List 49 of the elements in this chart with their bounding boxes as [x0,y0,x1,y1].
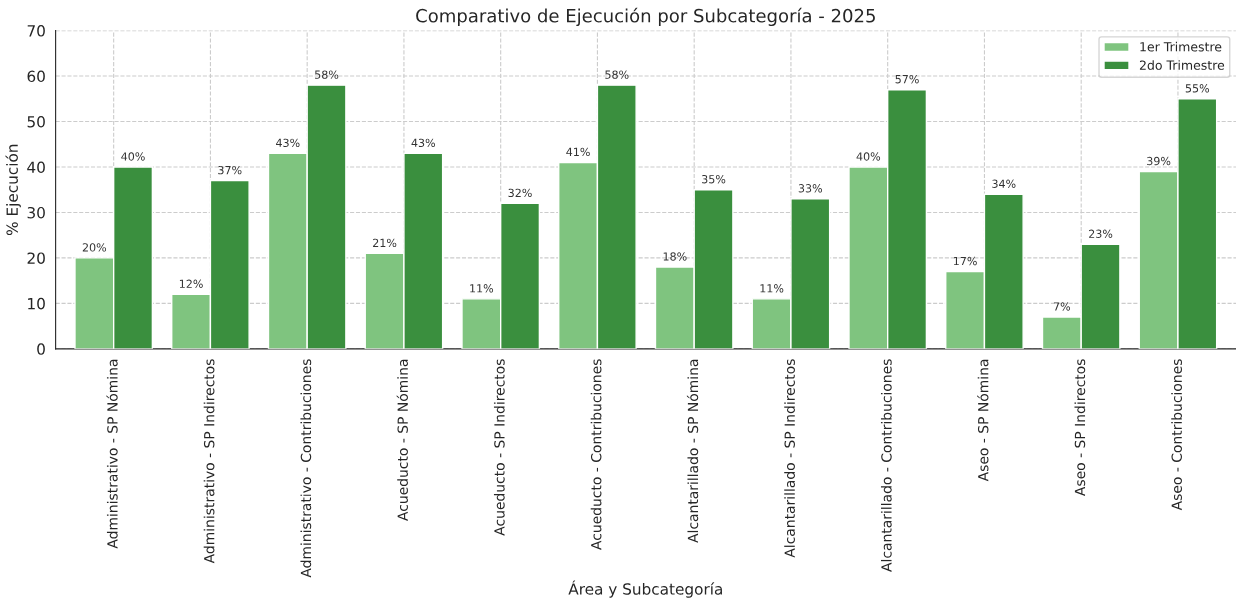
data-label: 58% [605,70,629,79]
data-label: 23% [1089,229,1113,238]
data-label: 37% [218,165,242,175]
data-label: 11% [760,284,784,293]
data-label: 32% [508,188,532,198]
x-tick-label: Acueducto - SP Nómina [396,359,408,521]
y-tick-label: 70 [27,25,45,37]
x-axis-title: Área y Subcategoría [568,580,722,598]
y-tick-label: 20 [27,252,45,264]
x-tick-label: Aseo - SP Nómina [977,359,989,482]
data-label: 34% [992,179,1016,188]
x-tick-label: Alcantarillado - SP Nómina [686,359,699,543]
data-label: 58% [315,70,339,79]
x-tick-label: Administrativo - SP Indirectos [203,359,215,564]
y-tick-label: 50 [27,115,45,128]
y-tick-label: 60 [27,70,45,83]
data-label: 12% [179,279,203,288]
data-label: 55% [1185,84,1210,93]
x-tick-label: Aseo - SP Indirectos [1074,359,1086,497]
data-label: 11% [470,284,494,293]
data-label: 33% [798,184,823,193]
data-label: 21% [373,238,397,248]
y-tick-label: 40 [27,161,45,174]
data-label: 43% [411,138,436,148]
data-label: 43% [276,138,300,148]
legend-label: 2do Trimestre [1139,60,1225,70]
x-tick-label: Administrativo - SP Nómina [106,359,118,549]
data-label: 41% [566,147,590,157]
y-tick-label: 30 [27,206,45,219]
data-label: 39% [1147,156,1171,166]
x-tick-label: Alcantarillado - SP Indirectos [784,359,795,558]
x-tick-label: Administrativo - Contribuciones [300,359,312,578]
data-label: 40% [121,152,145,161]
x-tick-label: Aseo - Contribuciones [1171,359,1182,511]
x-tick-label: Acueducto - SP Indirectos [493,359,505,536]
y-axis-title: % Ejecución [5,144,21,236]
data-label: 40% [856,152,881,161]
data-label: 20% [82,243,107,252]
data-label: 18% [663,252,687,261]
chart-title: Comparativo de Ejecución por Subcategoría - 2025 [416,7,875,27]
x-tick-label: Acueducto - Contribuciones [590,359,602,550]
data-label: 7% [1053,302,1071,311]
y-tick-label: 10 [28,297,45,310]
data-label: 35% [702,175,726,184]
y-tick-label: 0 [37,343,45,355]
data-label: 17% [953,256,977,266]
legend-label: 1er Trimestre [1140,41,1222,52]
x-tick-label: Alcantarillado - Contribuciones [880,359,892,572]
data-label: 57% [895,74,919,84]
